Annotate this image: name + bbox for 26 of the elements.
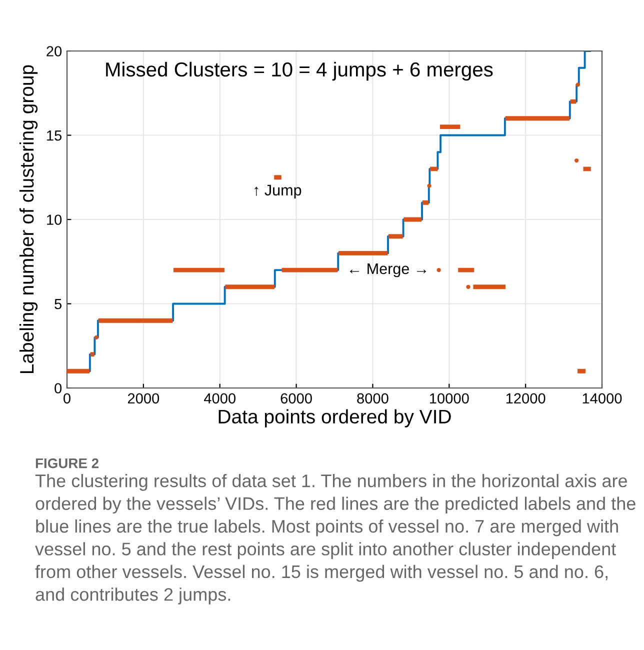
caption: FIGURE 2 [36,458,98,468]
y-axis-title: Labeling number of clustering group [19,65,38,374]
x-tick-label: 0 [64,393,70,404]
y-tick-label: 15 [47,130,62,141]
point [466,284,470,289]
point [94,335,98,340]
text: The clustering results of data set 1. The numbers in the horizontal axis are ordered by the vessels’ VIDs. The red lines are the predicted labels and the blue lines are the true labels. Most points of vessel no. 7 are merged with vessel no. 5 and the rest points are split into another cluster independent from other vessels. Vessel no. 15 is merged with vessel no. 5 and no. 6, and contributes 2 jumps. [35,474,636,604]
annotation: ↑ Jump [254,184,302,199]
text: Missed Clusters = 10 = 4 jumps + 6 merges [106,62,493,81]
y-tick-label: 0 [54,383,62,394]
annotation: ← Merge → [350,263,426,278]
point [576,82,580,87]
y-tick-label: 20 [46,46,62,56]
x-tick-label: 14000 [582,393,622,404]
point [436,268,441,272]
point [574,158,579,163]
y-tick-label: 10 [47,214,62,225]
x-tick-label: 12000 [506,393,546,404]
x-tick-label: 4000 [204,393,236,404]
x-tick-label: 6000 [280,393,312,404]
point [427,184,432,188]
x-tick-label: 2000 [128,393,160,404]
x-tick-label: 10000 [430,393,469,404]
x-axis-title: Data points ordered by VID [218,409,451,428]
y-tick-label: 5 [54,299,62,310]
x-tick-label: 8000 [357,393,388,404]
